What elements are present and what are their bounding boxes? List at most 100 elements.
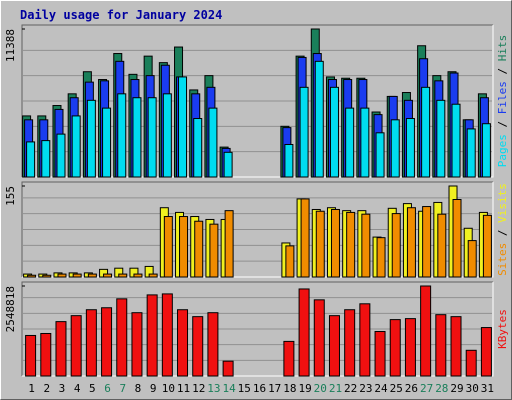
bar (163, 216, 173, 278)
bar (26, 141, 36, 178)
x-tick-label: 14 (222, 382, 236, 395)
bar (376, 237, 386, 278)
bar (193, 118, 203, 178)
bar (298, 288, 310, 377)
bar (207, 312, 219, 377)
x-tick-label: 19 (298, 382, 311, 395)
legend-entry: Sites (496, 243, 509, 276)
bar (345, 107, 355, 178)
bar (102, 107, 112, 178)
bar (209, 223, 219, 278)
bar (27, 274, 37, 278)
bar (313, 299, 325, 377)
legend-entry: KBytes (496, 309, 509, 349)
x-tick-label: 12 (192, 382, 205, 395)
bar (148, 273, 158, 278)
chart-title: Daily usage for January 2024 (20, 8, 222, 22)
y-tick-label: 11388 (4, 29, 17, 62)
bar (162, 93, 172, 178)
x-tick-label: 31 (481, 382, 494, 395)
x-tick-label: 1 (28, 382, 35, 395)
x-tick-label: 22 (344, 382, 357, 395)
bar (390, 119, 400, 178)
bar (436, 99, 446, 178)
bar (101, 307, 113, 377)
x-tick-label: 18 (283, 382, 296, 395)
x-tick-label: 20 (314, 382, 327, 395)
x-tick-label: 21 (329, 382, 342, 395)
bar (147, 97, 157, 178)
bar (420, 285, 432, 377)
legend: KBytes (496, 309, 509, 349)
x-tick-label: 10 (162, 382, 175, 395)
bar (466, 128, 476, 178)
legend-entry: Hits (496, 35, 509, 62)
x-tick-label: 30 (466, 382, 479, 395)
legend-entry: Visits (496, 183, 509, 223)
bar (71, 115, 81, 178)
bar (437, 213, 447, 278)
x-tick-label: 24 (374, 382, 388, 395)
bar (192, 316, 204, 377)
bar (116, 298, 128, 377)
bar (57, 273, 67, 278)
x-tick-label: 13 (207, 382, 220, 395)
bar (422, 206, 432, 278)
bar (132, 97, 142, 178)
bar (300, 198, 310, 278)
bar (222, 360, 234, 377)
legend-entry: Files (496, 81, 509, 114)
bar (467, 240, 477, 278)
bar (178, 76, 188, 178)
x-tick-label: 2 (43, 382, 50, 395)
x-tick-label: 9 (150, 382, 157, 395)
bar (161, 293, 173, 377)
bar (131, 312, 143, 377)
legend-separator: / (496, 114, 509, 134)
legend-separator: / (496, 223, 509, 243)
bar (194, 220, 204, 278)
bar (481, 123, 491, 178)
x-tick-label: 25 (390, 382, 403, 395)
bar (329, 86, 339, 178)
bar (283, 340, 295, 377)
x-tick-label: 15 (238, 382, 251, 395)
bar (344, 309, 356, 377)
plot-bevel (21, 181, 493, 277)
bar (314, 60, 324, 178)
bar (118, 273, 128, 278)
bar (404, 318, 416, 377)
bar (284, 144, 294, 178)
legend-separator: / (496, 61, 509, 81)
bar (405, 118, 415, 178)
y-tick-label: 2548818 (4, 286, 17, 332)
bar (480, 327, 492, 377)
bar (224, 210, 234, 278)
bar (465, 349, 477, 377)
x-tick-label: 5 (89, 382, 96, 395)
bar (285, 245, 295, 278)
bar (87, 273, 97, 278)
x-tick-label: 27 (420, 382, 433, 395)
x-tick-label: 3 (59, 382, 66, 395)
bar (435, 314, 447, 377)
bar (406, 207, 416, 278)
x-tick-label: 29 (450, 382, 463, 395)
x-tick-label: 26 (405, 382, 418, 395)
bar (133, 273, 143, 278)
bar (330, 208, 340, 278)
x-tick-label: 11 (177, 382, 190, 395)
bar (450, 316, 462, 377)
bar (41, 140, 51, 178)
bar (40, 332, 52, 377)
bar (55, 321, 67, 377)
bar (223, 151, 233, 178)
bar (452, 199, 462, 278)
bar (359, 303, 371, 377)
bar (451, 103, 461, 178)
bar (72, 273, 82, 278)
bar (56, 133, 66, 178)
bar (374, 331, 386, 377)
